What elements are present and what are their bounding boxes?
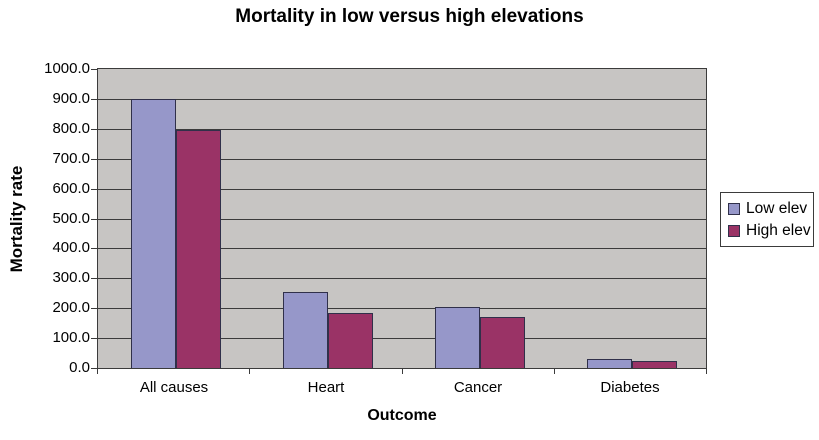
y-axis-tick <box>91 189 97 190</box>
x-axis-tick <box>706 368 707 374</box>
y-tick-label: 800.0 <box>52 120 90 137</box>
x-tick-label-heart: Heart <box>307 379 345 396</box>
x-tick-label-cancer: Cancer <box>453 379 503 396</box>
y-tick-label: 200.0 <box>52 299 90 316</box>
gridline <box>98 248 706 249</box>
y-tick-label: 100.0 <box>52 329 90 346</box>
gridline <box>98 338 706 339</box>
y-axis-tick <box>91 248 97 249</box>
bar-high-elev-all-causes <box>176 130 221 368</box>
gridline <box>98 159 706 160</box>
x-axis-tick <box>97 368 98 374</box>
y-tick-label: 1000.0 <box>44 60 90 77</box>
bar-high-elev-diabetes <box>632 361 677 368</box>
legend: Low elev High elev <box>720 192 814 247</box>
bar-low-elev-all-causes <box>131 99 176 368</box>
x-axis-title: Outcome <box>367 407 437 424</box>
y-tick-label: 500.0 <box>52 210 90 227</box>
y-axis-tick <box>91 308 97 309</box>
y-axis-tick <box>91 278 97 279</box>
y-tick-label: 900.0 <box>52 90 90 107</box>
y-axis-tick <box>91 368 97 369</box>
bar-low-elev-heart <box>283 292 328 368</box>
gridline <box>98 99 706 100</box>
x-axis-tick <box>249 368 250 374</box>
y-tick-label: 700.0 <box>52 150 90 167</box>
x-axis-tick <box>554 368 555 374</box>
gridline <box>98 219 706 220</box>
y-axis-tick <box>91 159 97 160</box>
gridline <box>98 129 706 130</box>
bar-high-elev-cancer <box>480 317 525 368</box>
legend-label: High elev <box>746 221 811 239</box>
y-tick-label: 0.0 <box>69 359 90 376</box>
y-tick-label: 300.0 <box>52 269 90 286</box>
x-tick-label-all-causes: All causes <box>139 379 209 396</box>
y-axis-tick <box>91 99 97 100</box>
y-axis-tick <box>91 69 97 70</box>
y-axis-tick <box>91 219 97 220</box>
bar-low-elev-diabetes <box>587 359 632 368</box>
bar-high-elev-heart <box>328 313 373 368</box>
chart-title: Mortality in low versus high elevations <box>235 6 584 27</box>
legend-item-low-elev: Low elev <box>728 199 808 217</box>
y-axis-tick <box>91 338 97 339</box>
legend-swatch-icon <box>728 202 740 215</box>
y-tick-label: 600.0 <box>52 180 90 197</box>
x-axis-tick <box>402 368 403 374</box>
legend-item-high-elev: High elev <box>728 221 811 239</box>
y-axis-tick <box>91 129 97 130</box>
gridline <box>98 278 706 279</box>
x-tick-label-diabetes: Diabetes <box>600 379 660 396</box>
y-tick-label: 400.0 <box>52 239 90 256</box>
legend-label: Low elev <box>746 199 808 217</box>
bar-low-elev-cancer <box>435 307 480 368</box>
plot-area <box>97 68 707 369</box>
gridline <box>98 189 706 190</box>
gridline <box>98 308 706 309</box>
legend-swatch-icon <box>728 224 740 237</box>
